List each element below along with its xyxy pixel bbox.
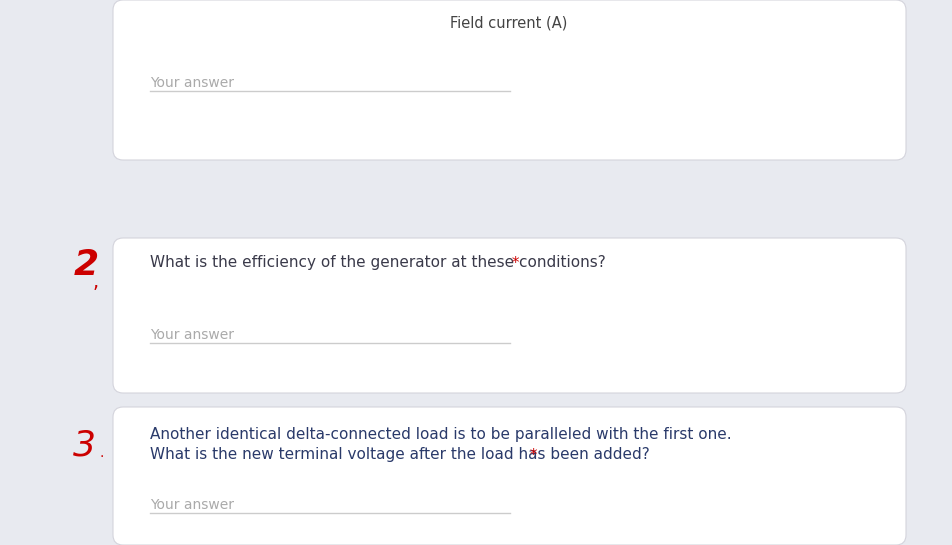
FancyBboxPatch shape bbox=[113, 0, 905, 160]
Text: *: * bbox=[506, 256, 519, 270]
Text: ,: , bbox=[93, 274, 99, 293]
Text: *: * bbox=[525, 447, 537, 463]
Text: 2: 2 bbox=[73, 248, 98, 282]
Text: Your answer: Your answer bbox=[149, 76, 234, 90]
Text: What is the new terminal voltage after the load has been added?: What is the new terminal voltage after t… bbox=[149, 447, 649, 463]
Text: Another identical delta-connected load is to be paralleled with the first one.: Another identical delta-connected load i… bbox=[149, 427, 731, 443]
Text: .: . bbox=[100, 446, 105, 460]
Text: What is the efficiency of the generator at these conditions?: What is the efficiency of the generator … bbox=[149, 256, 605, 270]
Text: Your answer: Your answer bbox=[149, 498, 234, 512]
Text: Your answer: Your answer bbox=[149, 328, 234, 342]
Text: 3: 3 bbox=[72, 428, 95, 462]
Text: Field current (A): Field current (A) bbox=[450, 15, 567, 31]
FancyBboxPatch shape bbox=[113, 238, 905, 393]
FancyBboxPatch shape bbox=[113, 407, 905, 545]
